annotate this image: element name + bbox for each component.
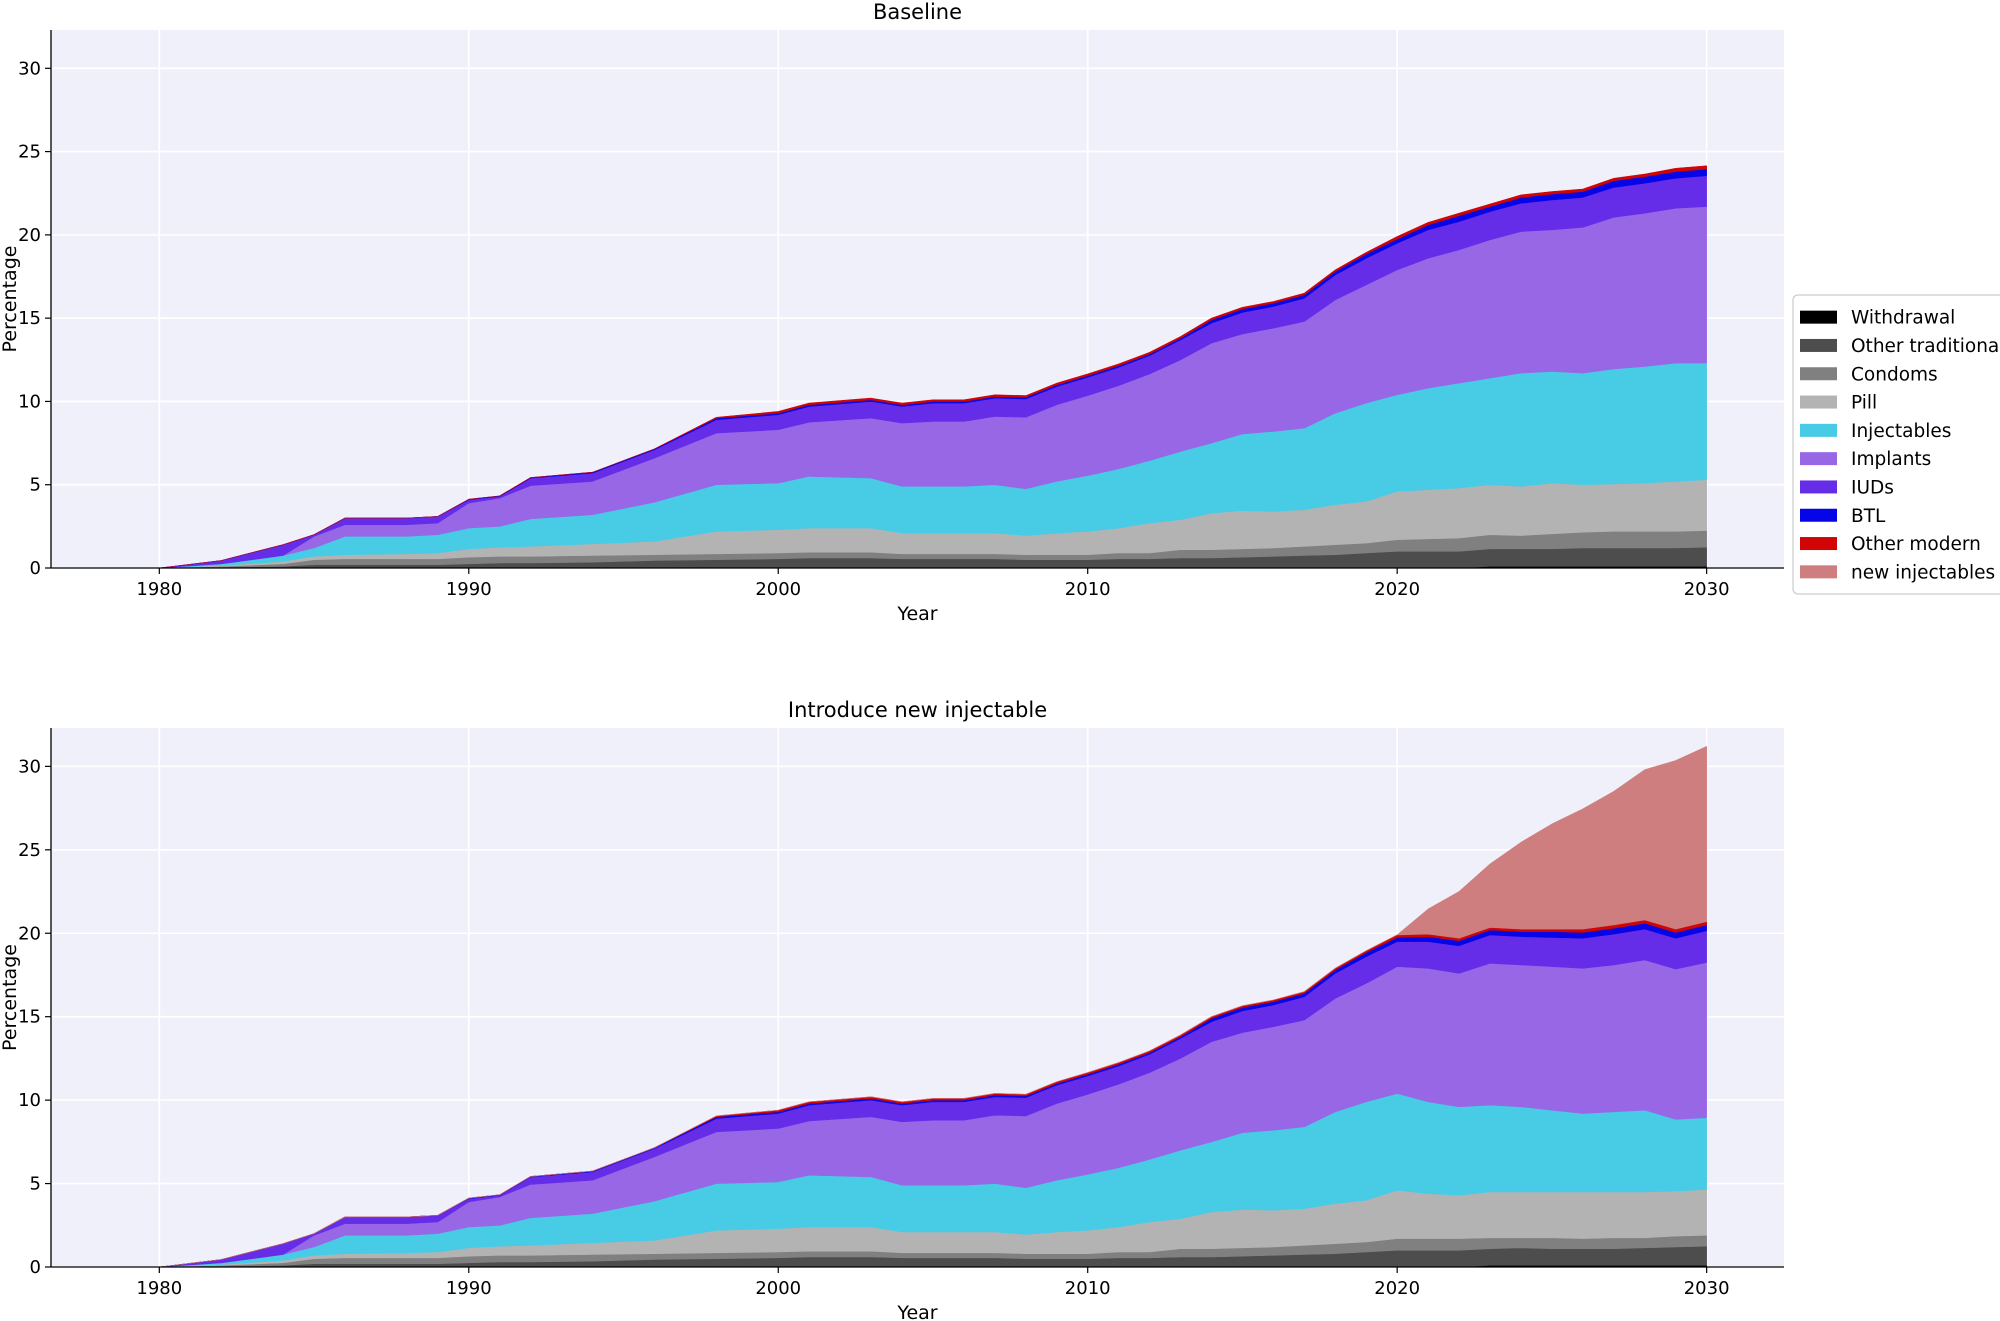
baseline-chart: 0 5 10 15 20 25 30 1980 1990 2000 2010 2020 2030 Base… <box>0 0 1784 625</box>
y-tick-label-5: 5 <box>30 475 41 496</box>
y-tick-label-10: 10 <box>18 1090 41 1111</box>
x-tick-label-1980: 1980 <box>136 579 182 600</box>
x-tick-label-2010: 2010 <box>1065 579 1111 600</box>
legend-label-injectables: Injectables <box>1851 421 1951 442</box>
x-axis-title: Year <box>896 603 937 625</box>
legend-swatch-injectables <box>1800 423 1837 437</box>
legend-label-pill: Pill <box>1851 393 1877 414</box>
x-tick-label-2000: 2000 <box>755 1278 801 1299</box>
legend-swatch-new-injectables <box>1800 565 1837 579</box>
y-axis-title: Percentage <box>0 944 21 1051</box>
legend-label-other-modern: Other modern <box>1851 534 1981 555</box>
new-injectable-chart: 0 5 10 15 20 25 30 1980 1990 2000 2010 2020 2030 Intr… <box>0 698 1784 1321</box>
legend-swatch-other-traditional <box>1800 338 1837 352</box>
legend-items: Withdrawal Other traditional Condoms Pill In… <box>1800 308 2000 583</box>
x-tick-label-2010: 2010 <box>1065 1278 1111 1299</box>
legend-label-iuds: IUDs <box>1851 477 1894 498</box>
legend-swatch-pill <box>1800 395 1837 409</box>
legend-label-withdrawal: Withdrawal <box>1851 308 1955 329</box>
x-tick-label-2030: 2030 <box>1684 579 1730 600</box>
chart-title: Baseline <box>873 0 962 24</box>
legend-swatch-btl <box>1800 508 1837 522</box>
chart-title: Introduce new injectable <box>788 698 1047 722</box>
y-tick-label-25: 25 <box>18 840 41 861</box>
legend: Withdrawal Other traditional Condoms Pill In… <box>1792 294 2000 595</box>
x-tick-label-2000: 2000 <box>755 579 801 600</box>
legend-swatch-other-modern <box>1800 537 1837 551</box>
y-tick-label-0: 0 <box>30 1257 41 1278</box>
legend-label-implants: Implants <box>1851 449 1931 470</box>
y-axis-title: Percentage <box>0 246 21 353</box>
x-tick-label-1990: 1990 <box>446 1278 492 1299</box>
x-tick-label-2020: 2020 <box>1374 1278 1420 1299</box>
x-tick-label-1990: 1990 <box>446 579 492 600</box>
y-tick-label-20: 20 <box>18 923 41 944</box>
legend-swatch-condoms <box>1800 367 1837 381</box>
legend-frame <box>1792 294 2000 595</box>
legend-label-condoms: Condoms <box>1851 364 1938 385</box>
legend-swatch-withdrawal <box>1800 310 1837 324</box>
y-tick-label-10: 10 <box>18 391 41 412</box>
legend-label-btl: BTL <box>1851 506 1886 527</box>
area-new-injectables <box>159 746 1707 1268</box>
x-tick-label-1980: 1980 <box>136 1278 182 1299</box>
y-tick-label-0: 0 <box>30 558 41 579</box>
y-tick-label-20: 20 <box>18 225 41 246</box>
y-tick-label-5: 5 <box>30 1174 41 1195</box>
legend-swatch-implants <box>1800 452 1837 466</box>
x-axis-title: Year <box>896 1302 937 1321</box>
y-tick-label-30: 30 <box>18 756 41 777</box>
legend-label-new-injectables: new injectables <box>1851 562 1995 583</box>
legend-swatch-iuds <box>1800 480 1837 494</box>
y-tick-label-15: 15 <box>18 308 41 329</box>
legend-label-other-traditional: Other traditional <box>1851 336 2000 357</box>
y-tick-label-25: 25 <box>18 142 41 163</box>
y-tick-label-15: 15 <box>18 1007 41 1028</box>
x-tick-label-2030: 2030 <box>1684 1278 1730 1299</box>
x-tick-label-2020: 2020 <box>1374 579 1420 600</box>
y-tick-label-30: 30 <box>18 58 41 79</box>
area-other-modern <box>159 165 1707 569</box>
